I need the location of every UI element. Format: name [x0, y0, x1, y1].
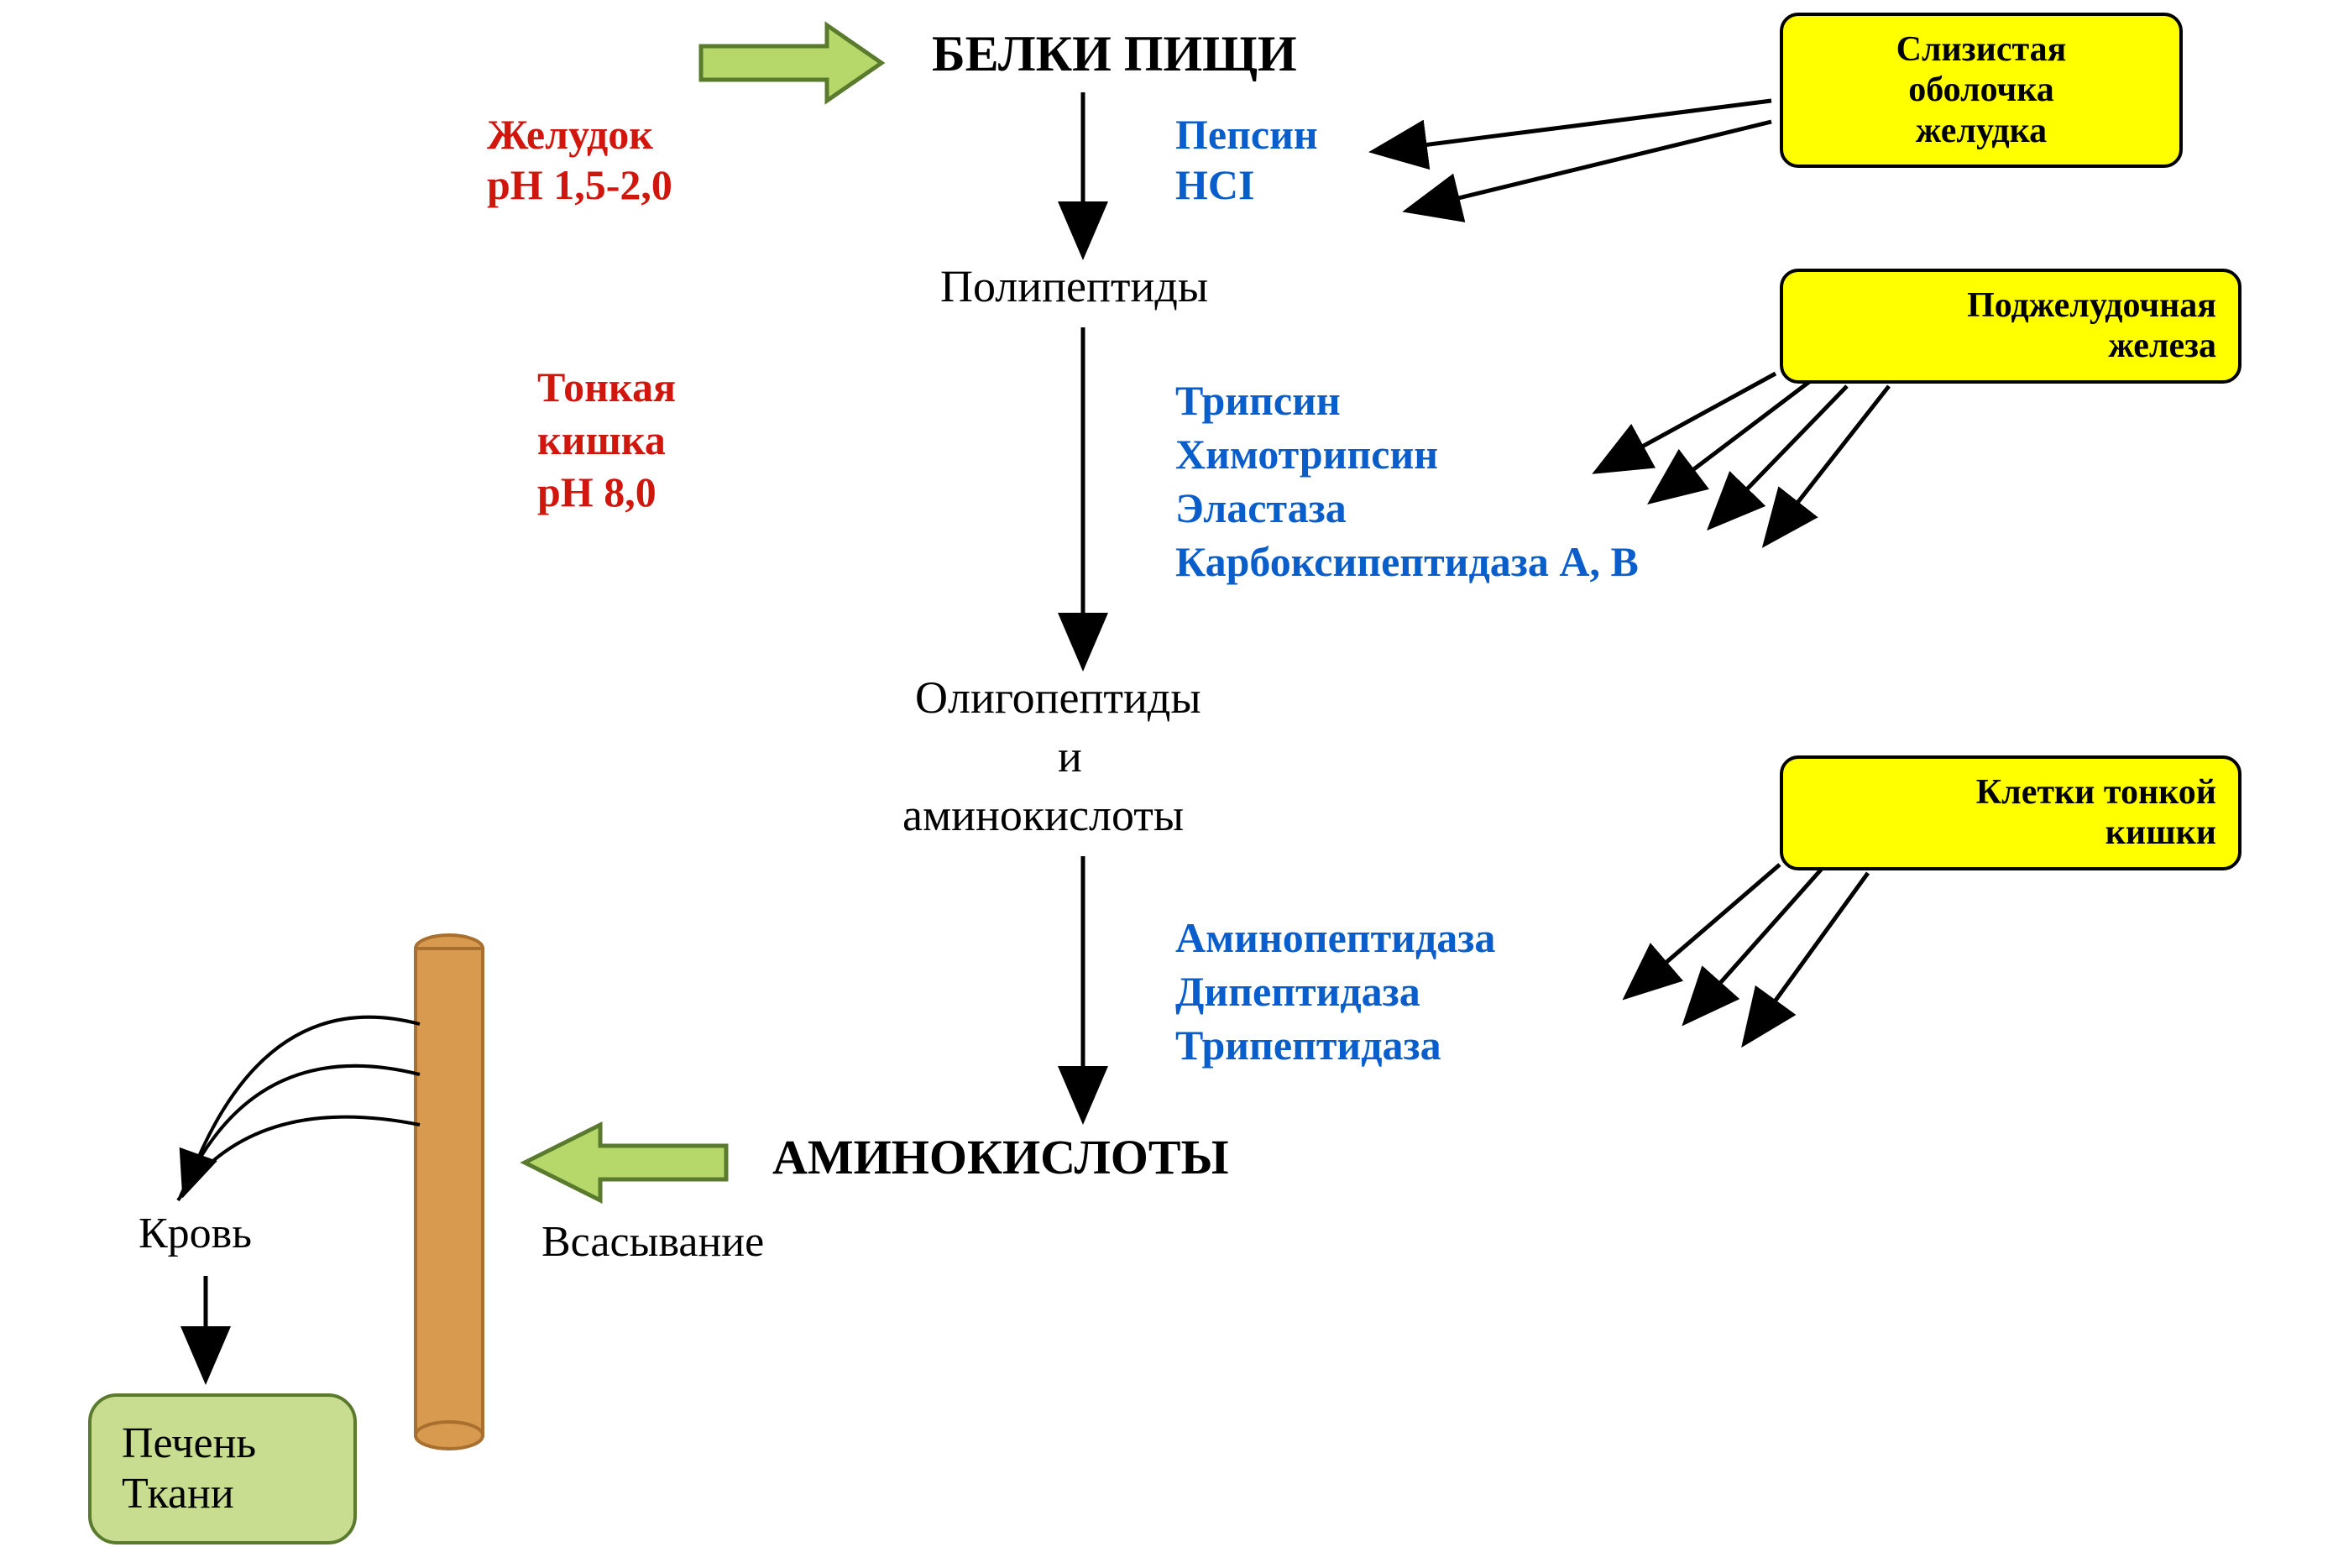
enzyme-hcl: HCI — [1175, 159, 1318, 210]
label-blood: Кровь — [139, 1209, 252, 1258]
box-intestine-l2: кишки — [1805, 813, 2216, 853]
node-oligo-line1: Олигопептиды — [915, 672, 1201, 724]
box-stomach-l1: Слизистая — [1805, 29, 2158, 70]
green-arrow-left — [525, 1125, 726, 1200]
box-liver-l1: Печень — [122, 1419, 323, 1469]
enzymes-intestine: Аминопептидаза Дипептидаза Трипептидаза — [1175, 911, 1495, 1072]
arrow-stomachbox-1 — [1377, 101, 1771, 151]
location-intestine-l3: pH 8,0 — [537, 466, 676, 519]
enzymes-stomach: Пепсин HCI — [1175, 109, 1318, 210]
enzyme-dipeptidase: Дипептидаза — [1175, 964, 1495, 1018]
box-stomach-mucosa: Слизистая оболочка желудка — [1780, 13, 2183, 168]
box-intestine-l1: Клетки тонкой — [1805, 772, 2216, 813]
enzyme-pepsin: Пепсин — [1175, 109, 1318, 159]
box-stomach-l2: оболочка — [1805, 70, 2158, 110]
node-polypeptides: Полипептиды — [940, 260, 1208, 312]
arrow-intestine-1 — [1629, 865, 1780, 995]
cylinder — [178, 935, 483, 1449]
box-liver-l2: Ткани — [122, 1469, 323, 1519]
box-pancreas-l1: Поджелудочная — [1805, 285, 2216, 326]
location-intestine-l1: Тонкая — [537, 361, 676, 414]
arrow-intestine-2 — [1687, 869, 1822, 1020]
enzymes-pancreas: Трипсин Химотрипсин Эластаза Карбоксипеп… — [1175, 374, 1639, 588]
location-stomach-l2: pH 1,5-2,0 — [487, 159, 672, 210]
enzyme-chymotrypsin: Химотрипсин — [1175, 427, 1639, 481]
box-stomach-l3: желудка — [1805, 111, 2158, 151]
location-intestine-l2: кишка — [537, 414, 676, 467]
enzyme-trypsin: Трипсин — [1175, 374, 1639, 427]
node-title: БЕЛКИ ПИЩИ — [932, 25, 1297, 83]
arrow-pancreas-4 — [1767, 386, 1889, 541]
location-stomach: Желудок pH 1,5-2,0 — [487, 109, 672, 210]
arrow-stomachbox-2 — [1410, 122, 1771, 210]
enzyme-tripeptidase: Трипептидаза — [1175, 1018, 1495, 1072]
box-pancreas-l2: железа — [1805, 326, 2216, 366]
node-aminoacids: АМИНОКИСЛОТЫ — [772, 1129, 1229, 1185]
node-oligo-line3: аминокислоты — [902, 789, 1184, 841]
node-oligo-line2: и — [1058, 730, 1082, 782]
enzyme-aminopeptidase: Аминопептидаза — [1175, 911, 1495, 964]
arrow-pancreas-3 — [1713, 386, 1847, 525]
label-absorption: Всасывание — [541, 1217, 764, 1267]
enzyme-elastase: Эластаза — [1175, 481, 1639, 535]
green-arrow-right — [701, 25, 881, 101]
location-intestine: Тонкая кишка pH 8,0 — [537, 361, 676, 519]
arrow-intestine-3 — [1746, 873, 1868, 1041]
box-intestine-cells: Клетки тонкой кишки — [1780, 755, 2241, 870]
enzyme-carboxypeptidase: Карбоксипептидаза А, В — [1175, 535, 1639, 588]
box-liver-tissues: Печень Ткани — [88, 1393, 357, 1544]
location-stomach-l1: Желудок — [487, 109, 672, 159]
arrow-pancreas-2 — [1654, 382, 1809, 499]
box-pancreas: Поджелудочная железа — [1780, 269, 2241, 384]
